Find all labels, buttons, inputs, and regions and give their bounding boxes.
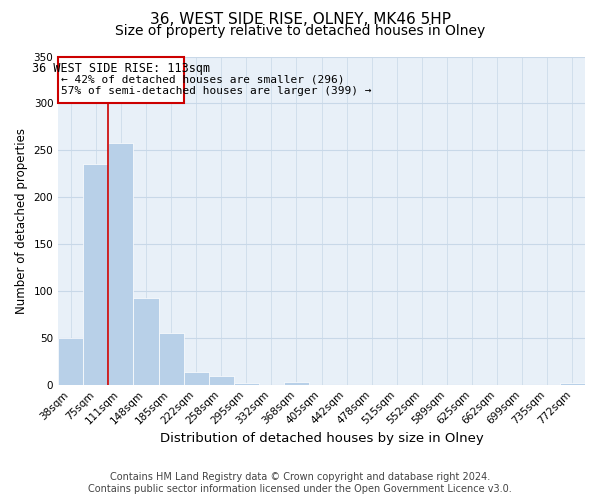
Text: ← 42% of detached houses are smaller (296): ← 42% of detached houses are smaller (29… xyxy=(61,74,344,85)
Y-axis label: Number of detached properties: Number of detached properties xyxy=(15,128,28,314)
Bar xyxy=(133,298,158,384)
FancyBboxPatch shape xyxy=(58,56,184,104)
Text: Contains HM Land Registry data © Crown copyright and database right 2024.
Contai: Contains HM Land Registry data © Crown c… xyxy=(88,472,512,494)
Text: Size of property relative to detached houses in Olney: Size of property relative to detached ho… xyxy=(115,24,485,38)
Bar xyxy=(158,333,184,384)
Bar xyxy=(284,382,309,384)
Bar xyxy=(83,164,109,384)
Bar xyxy=(109,143,133,384)
Text: 36 WEST SIDE RISE: 113sqm: 36 WEST SIDE RISE: 113sqm xyxy=(32,62,210,75)
Bar xyxy=(209,376,234,384)
Bar xyxy=(560,383,585,384)
Bar xyxy=(58,338,83,384)
Bar xyxy=(234,383,259,384)
Text: 36, WEST SIDE RISE, OLNEY, MK46 5HP: 36, WEST SIDE RISE, OLNEY, MK46 5HP xyxy=(149,12,451,26)
Bar xyxy=(184,372,209,384)
X-axis label: Distribution of detached houses by size in Olney: Distribution of detached houses by size … xyxy=(160,432,484,445)
Text: 57% of semi-detached houses are larger (399) →: 57% of semi-detached houses are larger (… xyxy=(61,86,371,96)
